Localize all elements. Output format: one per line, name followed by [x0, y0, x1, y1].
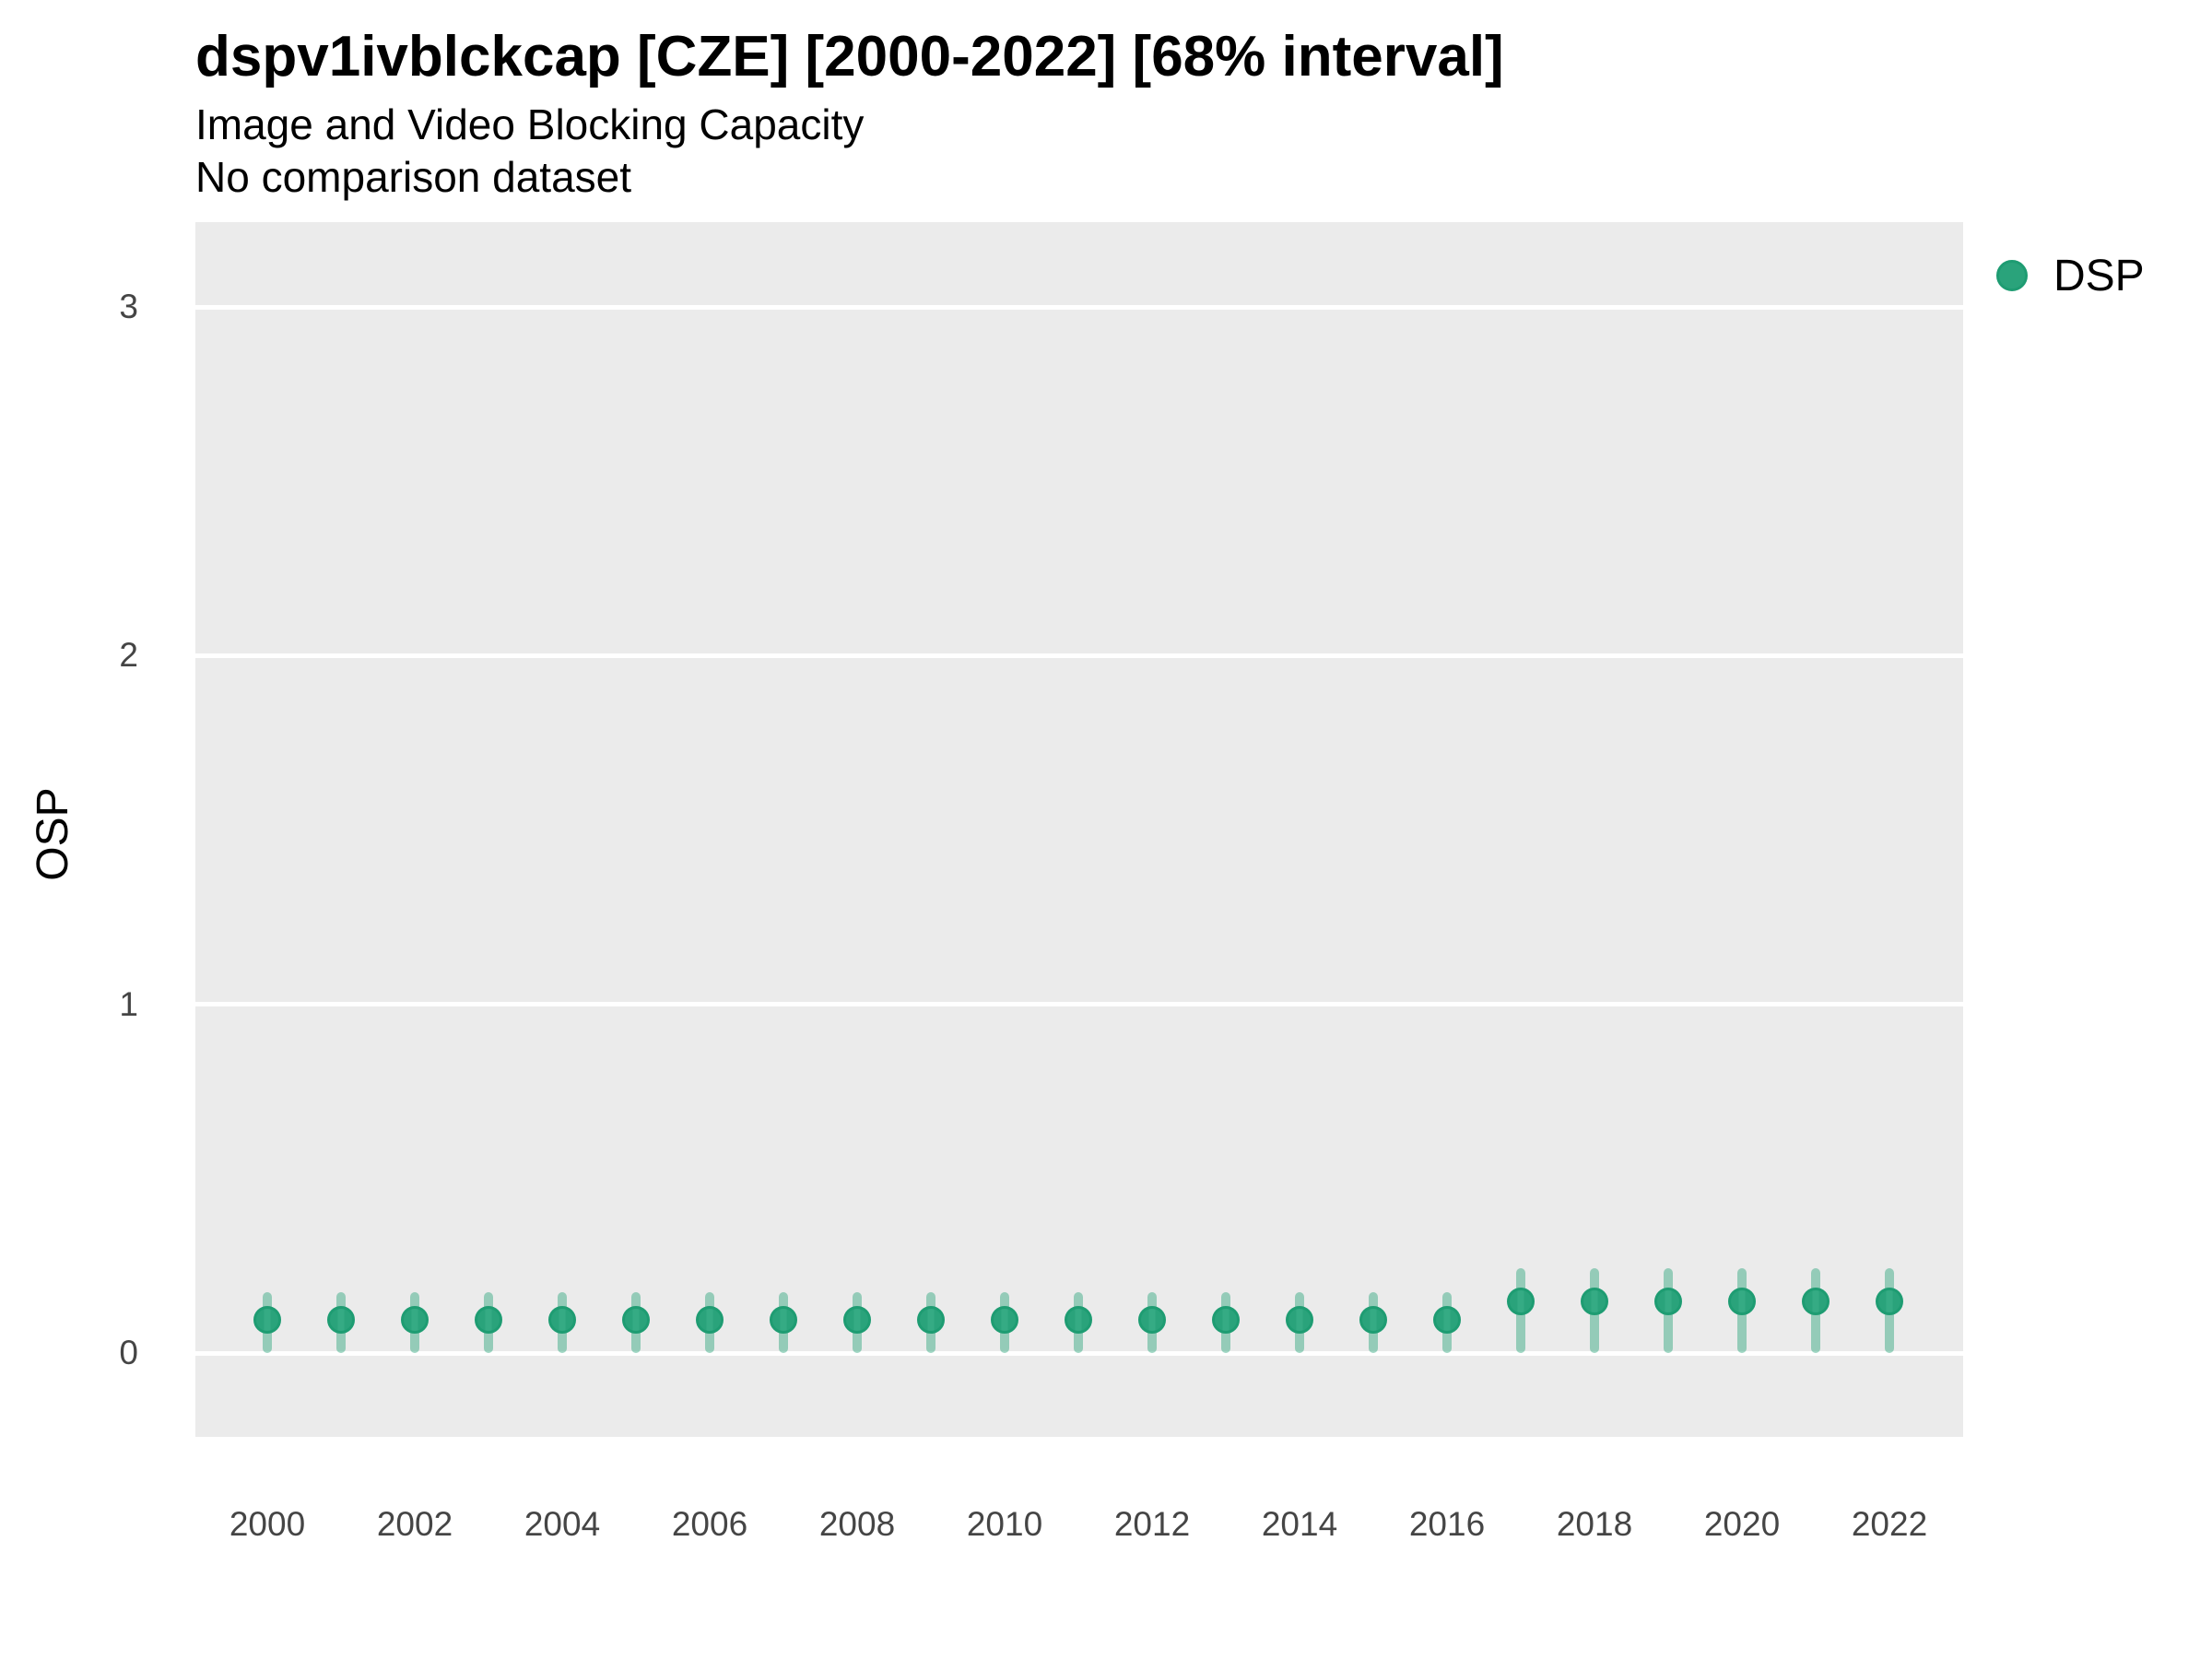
y-gridline-0 [195, 1350, 1963, 1356]
x-tick-label-2010: 2010 [966, 1505, 1043, 1543]
y-tick-label-2: 2 [119, 636, 138, 675]
data-point-2015 [1359, 1306, 1387, 1335]
data-point-2009 [917, 1306, 945, 1335]
data-point-2011 [1065, 1306, 1092, 1335]
data-point-2016 [1433, 1306, 1461, 1335]
data-point-2007 [770, 1306, 797, 1335]
x-tick-label-2014: 2014 [1261, 1505, 1338, 1543]
x-tick-label-2016: 2016 [1408, 1505, 1486, 1543]
data-point-2008 [843, 1306, 871, 1335]
data-point-2006 [696, 1306, 724, 1335]
data-point-2022 [1876, 1288, 1903, 1316]
legend-label: DSP [2053, 252, 2145, 300]
chart-subtitle: Image and Video Blocking Capacity [195, 100, 865, 148]
y-tick-label-3: 3 [119, 288, 138, 325]
y-gridline-2 [195, 653, 1963, 658]
data-point-2004 [548, 1306, 576, 1335]
legend-point-swatch [1996, 260, 2028, 291]
x-tick-label-2002: 2002 [376, 1505, 453, 1543]
x-tick-label-2004: 2004 [524, 1505, 601, 1543]
y-tick-label-1: 1 [119, 984, 138, 1023]
data-point-2003 [475, 1306, 502, 1335]
data-point-2019 [1654, 1288, 1682, 1316]
data-point-2000 [253, 1306, 281, 1335]
x-tick-label-2000: 2000 [229, 1505, 306, 1543]
y-gridline-1 [195, 1002, 1963, 1007]
data-point-2005 [622, 1306, 650, 1335]
data-point-2020 [1728, 1288, 1756, 1316]
y-gridline-3 [195, 304, 1963, 310]
data-point-2014 [1286, 1306, 1313, 1335]
y-tick-label-0: 0 [119, 1334, 138, 1371]
chart-title: dspv1ivblckcap [CZE] [2000-2022] [68% in… [195, 25, 1504, 88]
data-point-2018 [1581, 1288, 1608, 1316]
data-point-2010 [991, 1306, 1018, 1335]
data-point-2012 [1138, 1306, 1166, 1335]
x-tick-label-2008: 2008 [818, 1505, 896, 1543]
x-tick-label-2022: 2022 [1851, 1505, 1928, 1543]
data-point-2001 [327, 1306, 355, 1335]
data-point-2017 [1507, 1288, 1535, 1316]
x-tick-label-2006: 2006 [671, 1505, 748, 1543]
data-point-2013 [1212, 1306, 1240, 1335]
y-axis-title: OSP [29, 787, 77, 881]
legend: DSP [1996, 249, 2212, 304]
data-point-2021 [1802, 1288, 1830, 1316]
plot-panel [195, 222, 1963, 1437]
chart-comparison-note: No comparison dataset [195, 153, 632, 201]
x-tick-label-2012: 2012 [1113, 1505, 1191, 1543]
x-tick-label-2020: 2020 [1703, 1505, 1781, 1543]
data-point-2002 [401, 1306, 429, 1335]
x-tick-label-2018: 2018 [1556, 1505, 1633, 1543]
